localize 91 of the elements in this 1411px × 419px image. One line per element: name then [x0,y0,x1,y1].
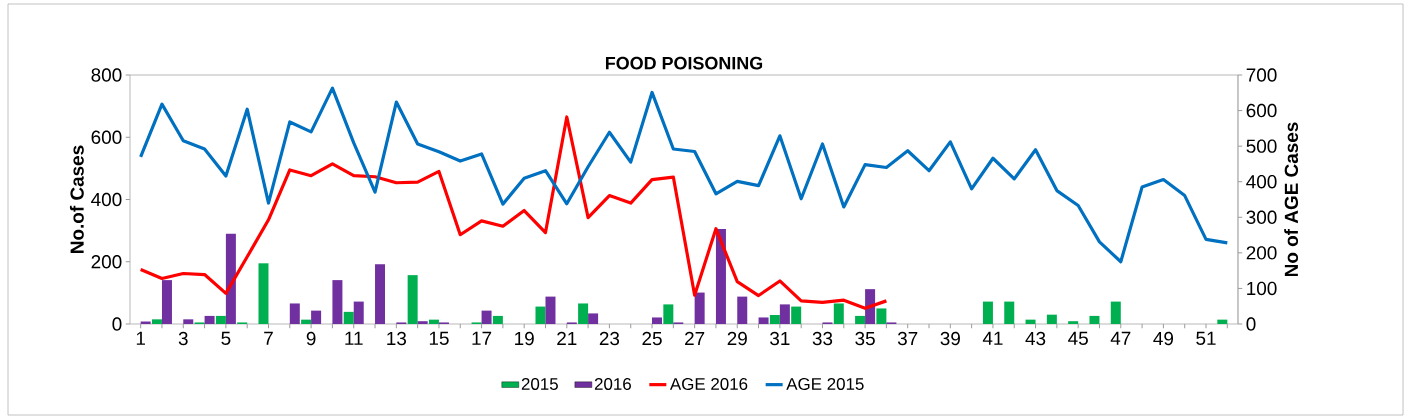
x-tick-label: 37 [897,331,918,346]
bar [311,310,322,324]
bar [652,317,663,324]
bar [204,315,215,324]
bar [779,304,790,324]
x-tick-label: 43 [1025,331,1046,346]
x-tick-label: 3 [178,331,188,346]
y-tick-label: 200 [91,255,122,269]
legend-label: 2016 [594,377,631,390]
bar [737,296,748,324]
bar [161,280,172,324]
bar [353,301,364,324]
bar [791,306,802,324]
bar [1089,315,1100,324]
bar [833,303,844,324]
bar [225,233,236,324]
y2-tick-label: 100 [1247,281,1277,296]
legend-label: AGE 2016 [669,377,748,390]
bar [332,280,343,324]
x-tick-label: 15 [429,331,449,345]
legend-label: 2015 [521,377,558,390]
bar [151,319,162,324]
bar [694,292,705,324]
bar [183,319,194,324]
x-tick-label: 13 [387,331,407,346]
y2-tick-label: 700 [1246,68,1277,82]
x-tick-label: 49 [1153,331,1174,346]
bar [417,321,428,324]
bar [492,315,503,324]
y-tick-label: 400 [91,192,122,207]
x-tick-label: 9 [306,331,316,346]
bar [428,319,439,324]
y-tick-label: 800 [91,68,122,82]
y2-tick-label: 600 [1246,103,1277,118]
bar [588,313,599,324]
chart-title: FOOD POISONING [605,56,763,70]
x-tick-label: 33 [812,331,833,346]
bar [343,311,354,324]
bar [215,315,226,324]
bar [1046,314,1057,324]
bar [481,310,492,324]
bar [876,308,887,324]
x-tick-label: 17 [472,331,492,345]
y-tick-label: 600 [91,130,122,144]
x-tick-label: 25 [642,331,662,346]
x-tick-label: 35 [855,331,875,346]
y2-tick-label: 400 [1246,175,1277,189]
x-tick-label: 51 [1196,331,1216,345]
y-axis-title: No.of Cases [69,145,84,253]
bar [715,229,726,324]
x-tick-label: 47 [1110,331,1131,345]
legend-label: AGE 2015 [786,377,864,390]
x-tick-label: 1 [136,331,145,345]
y2-tick-label: 0 [1246,317,1256,331]
bar [982,301,993,324]
bar [663,304,674,324]
bar [1068,321,1079,324]
x-tick-label: 23 [599,331,620,346]
x-tick-label: 45 [1068,331,1088,345]
bar [1004,301,1015,324]
bar [855,315,866,324]
bar [769,314,780,324]
y2-axis-title: No of AGE Cases [1284,122,1299,277]
bar [1110,301,1121,324]
bar [545,296,556,324]
x-tick-label: 19 [515,331,534,346]
x-tick-label: 41 [982,331,1003,345]
x-tick-label: 39 [940,331,960,346]
x-tick-label: 29 [727,331,747,346]
x-tick-label: 31 [770,331,790,346]
x-tick-label: 5 [221,331,231,345]
bar [578,303,589,324]
line-series [139,86,1229,264]
y2-tick-label: 300 [1246,210,1277,224]
bar [758,317,769,324]
bar [535,306,546,324]
x-tick-label: 27 [685,331,705,345]
bar [289,303,300,324]
line-series [139,115,888,310]
bar [301,319,312,324]
bar [1217,319,1228,324]
bar [375,264,386,324]
bar [1025,319,1036,324]
y-tick-label: 0 [112,317,122,331]
y2-tick-label: 500 [1246,139,1277,153]
bar [258,263,269,324]
bar [407,275,418,324]
y2-tick-label: 200 [1246,246,1277,260]
x-tick-label: 7 [264,331,273,345]
x-tick-label: 21 [557,331,577,345]
x-tick-label: 11 [345,331,363,345]
